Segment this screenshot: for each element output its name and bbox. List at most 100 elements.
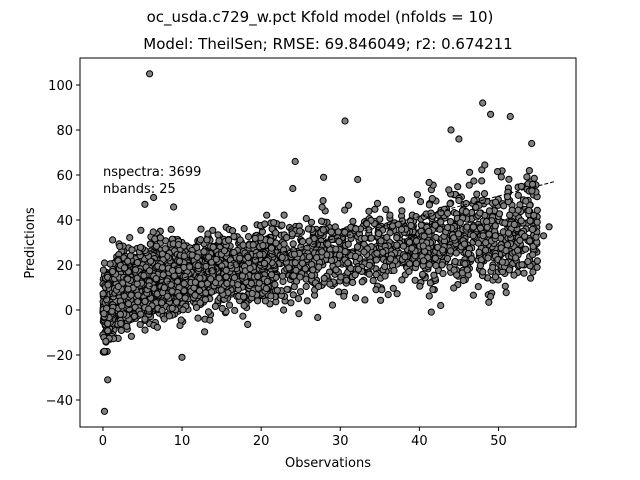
y-tick-label: −20	[46, 349, 73, 364]
data-point	[401, 253, 409, 261]
data-point	[491, 222, 499, 230]
data-point	[530, 174, 538, 182]
data-point	[231, 306, 239, 315]
data-point	[405, 267, 413, 276]
data-point	[215, 274, 223, 282]
data-point	[492, 198, 500, 206]
data-point	[427, 209, 435, 217]
data-point	[196, 274, 204, 282]
data-point	[365, 207, 373, 215]
data-point	[239, 312, 247, 320]
data-point	[194, 314, 202, 322]
data-point	[416, 282, 424, 290]
data-point	[425, 178, 433, 187]
data-point	[220, 247, 229, 255]
data-point	[428, 195, 436, 203]
data-point	[420, 257, 428, 265]
data-point	[336, 251, 344, 259]
data-point	[514, 191, 522, 199]
data-point	[462, 199, 470, 208]
data-point	[222, 266, 230, 274]
data-point	[320, 274, 328, 282]
nspectra-annotation: nspectra: 3699	[103, 165, 201, 180]
data-point	[406, 260, 414, 268]
data-point	[365, 270, 373, 278]
data-point	[256, 251, 264, 259]
data-point	[505, 266, 513, 274]
data-point	[145, 305, 153, 313]
data-point	[209, 243, 217, 251]
data-point	[104, 320, 112, 328]
data-point	[437, 218, 445, 226]
data-point	[521, 232, 529, 240]
data-point	[530, 211, 538, 219]
data-point	[455, 135, 463, 143]
x-tick-label: 50	[490, 434, 507, 449]
data-point	[201, 328, 209, 336]
data-point	[240, 301, 248, 309]
data-point	[345, 201, 353, 209]
data-point	[533, 263, 541, 271]
data-point	[160, 284, 168, 292]
data-point	[369, 277, 377, 285]
data-point	[512, 254, 520, 262]
data-point	[354, 265, 362, 273]
data-point	[178, 353, 186, 361]
data-point	[100, 347, 108, 355]
data-point	[130, 312, 138, 320]
data-point	[288, 230, 296, 238]
data-point	[141, 297, 149, 305]
data-point	[133, 274, 141, 282]
data-point	[353, 243, 362, 251]
data-point	[194, 262, 202, 270]
data-point	[296, 273, 304, 281]
data-point	[280, 211, 288, 219]
data-point	[287, 299, 295, 307]
data-point	[334, 228, 342, 236]
data-point	[443, 209, 452, 217]
data-point	[455, 196, 463, 205]
data-point	[407, 221, 415, 230]
data-point	[137, 243, 145, 251]
data-point	[197, 225, 205, 233]
data-point	[267, 292, 275, 300]
data-point	[469, 223, 477, 231]
data-point	[446, 200, 454, 208]
data-point	[239, 241, 247, 249]
x-tick-label: 10	[174, 434, 191, 449]
data-point	[413, 191, 421, 199]
data-point	[483, 223, 491, 231]
data-point	[523, 173, 531, 181]
data-point	[259, 241, 267, 250]
y-tick-label: −40	[46, 394, 73, 409]
data-point	[532, 233, 540, 241]
data-point	[452, 249, 460, 257]
x-axis-label: Observations	[285, 456, 371, 471]
data-point	[246, 264, 254, 273]
data-point	[518, 261, 526, 269]
data-point	[186, 263, 194, 271]
data-point	[378, 286, 386, 294]
data-point	[365, 261, 373, 269]
data-point	[280, 306, 288, 314]
data-point	[445, 186, 453, 194]
data-point	[309, 266, 317, 274]
data-point	[527, 274, 535, 282]
x-tick-label: 30	[332, 434, 349, 449]
data-point	[146, 267, 154, 275]
data-point	[244, 253, 252, 261]
data-point	[140, 272, 148, 280]
data-point	[341, 206, 349, 214]
data-point	[305, 237, 313, 245]
data-point	[196, 236, 205, 244]
data-point	[419, 242, 427, 250]
data-point	[134, 298, 142, 306]
data-point	[474, 239, 482, 247]
data-point	[450, 284, 458, 292]
data-point	[172, 298, 181, 306]
data-point	[168, 267, 177, 275]
data-point	[463, 266, 471, 274]
data-point	[340, 292, 348, 300]
data-point	[168, 304, 176, 312]
